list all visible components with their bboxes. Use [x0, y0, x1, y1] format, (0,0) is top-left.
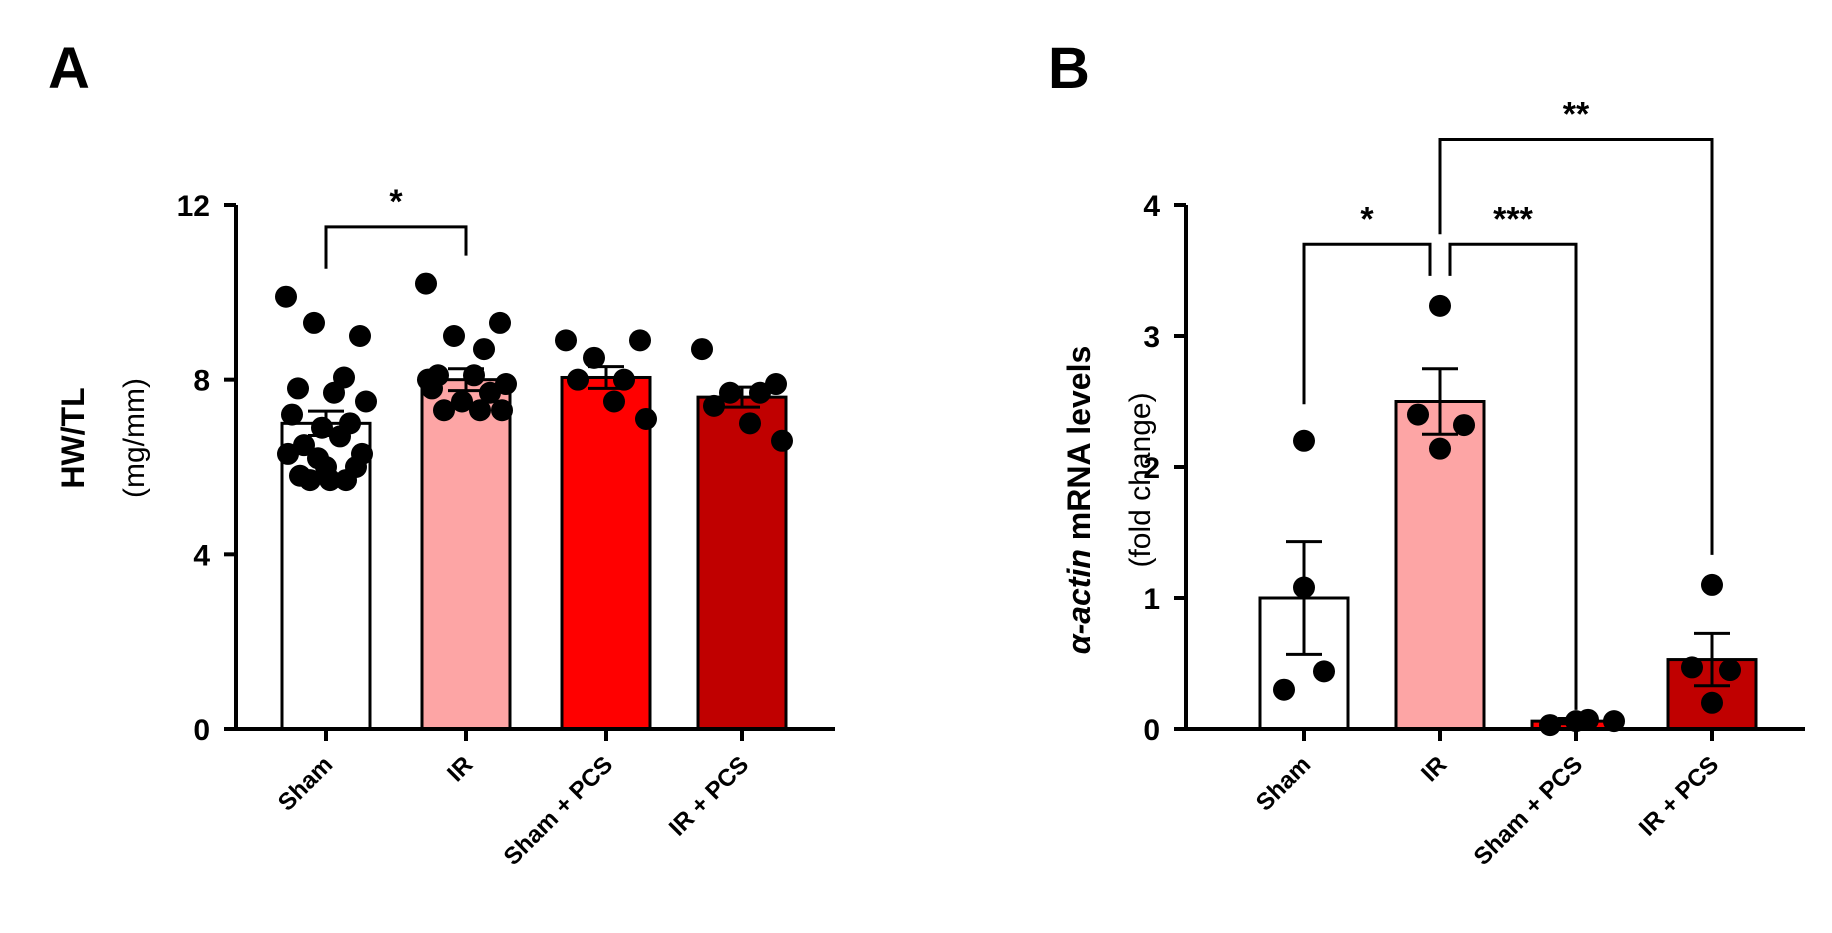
panel-a-plot: 0 4 8 12 Sham IR Sham + PCS IR + PCS * — [177, 183, 835, 871]
data-point — [1407, 403, 1429, 426]
data-point — [1429, 294, 1451, 317]
data-point — [703, 394, 725, 417]
data-point — [275, 285, 297, 308]
data-point — [281, 403, 303, 426]
data-point — [1313, 660, 1335, 683]
data-point — [635, 407, 657, 430]
data-point — [303, 311, 325, 334]
x-tick-label: IR + PCS — [1634, 751, 1724, 841]
panel-b-ylabel-rest: mRNA levels — [1061, 346, 1097, 549]
significance-bracket — [1438, 138, 1714, 555]
data-point — [433, 399, 455, 422]
panel-a-ylabel-unit: (mg/mm) — [118, 378, 151, 498]
panel-b-ylabel: α-actin mRNA levels — [1061, 346, 1097, 655]
data-point — [349, 325, 371, 347]
significance-label: ** — [1563, 96, 1590, 134]
data-point — [451, 390, 473, 413]
y-tick-label: 8 — [193, 365, 210, 398]
y-tick-label: 3 — [1143, 321, 1160, 354]
panel-b-ylabel-italic: α-actin — [1061, 549, 1097, 654]
data-point — [417, 368, 439, 391]
panel-a-ylabel: HW/TL — [55, 387, 91, 488]
data-point — [583, 346, 605, 369]
data-point — [489, 311, 511, 334]
significance-bracket — [1448, 242, 1578, 710]
data-point — [277, 442, 299, 465]
data-point — [491, 399, 513, 422]
data-point — [567, 368, 589, 391]
panel-b-letter: B — [1048, 36, 1090, 101]
data-point — [771, 429, 793, 452]
data-point — [1539, 714, 1561, 737]
x-tick-label: Sham — [1251, 751, 1316, 816]
y-tick-label: 1 — [1143, 583, 1160, 616]
y-tick-label: 0 — [193, 714, 210, 747]
significance-label: * — [1360, 200, 1374, 238]
panel-a-letter: A — [48, 36, 90, 101]
data-point — [613, 368, 635, 391]
data-point — [287, 377, 309, 400]
x-tick-label: Sham + PCS — [499, 751, 619, 871]
data-point — [335, 469, 357, 492]
data-point — [299, 469, 321, 492]
data-point — [749, 381, 771, 404]
y-tick-label: 4 — [193, 539, 210, 572]
panel-a: A HW/TL (mg/mm) 0 4 8 12 Sham IR Sham + PCS IR … — [48, 36, 835, 871]
significance-label: *** — [1493, 200, 1533, 238]
significance-bracket — [1302, 242, 1432, 405]
significance-label: * — [389, 183, 403, 221]
data-point — [443, 325, 465, 347]
data-point — [355, 390, 377, 413]
data-point — [479, 381, 501, 404]
data-point — [555, 329, 577, 352]
x-tick-label: IR + PCS — [664, 751, 754, 841]
y-tick-label: 4 — [1143, 190, 1160, 223]
data-point — [739, 412, 761, 435]
x-tick-label: IR — [1416, 751, 1452, 787]
panel-b: B α-actin mRNA levels (fold change) 0 1 2 3… — [1048, 36, 1805, 871]
data-point — [1719, 659, 1741, 682]
data-point — [473, 338, 495, 361]
bar-ir — [420, 378, 512, 731]
data-point — [1701, 691, 1723, 714]
data-point — [629, 329, 651, 352]
data-point — [415, 272, 437, 295]
data-point — [315, 456, 337, 478]
y-tick-label: 12 — [177, 190, 210, 223]
data-point — [323, 381, 345, 404]
data-point — [1603, 710, 1625, 733]
panel-b-ylabel-unit: (fold change) — [1124, 392, 1157, 567]
x-tick-label: IR — [442, 751, 478, 787]
significance-bracket — [324, 225, 468, 269]
x-tick-label: Sham — [273, 751, 338, 816]
data-point — [1701, 573, 1723, 596]
data-point — [1293, 429, 1315, 452]
data-point — [469, 399, 491, 422]
data-point — [603, 390, 625, 413]
bar-sham-pcs — [560, 375, 652, 731]
data-point — [1429, 437, 1451, 460]
data-point — [1453, 414, 1475, 437]
bar-ir-pcs — [696, 395, 788, 731]
data-point — [1681, 656, 1703, 679]
y-tick-label: 2 — [1143, 452, 1160, 485]
y-tick-label: 0 — [1143, 714, 1160, 747]
data-point — [1273, 678, 1295, 701]
data-point — [691, 338, 713, 361]
x-tick-label: Sham + PCS — [1469, 751, 1589, 871]
